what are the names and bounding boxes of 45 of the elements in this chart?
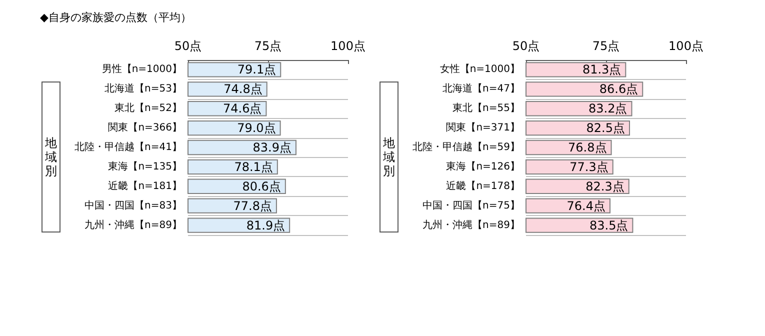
y-tick-label: 東北【n=55】 xyxy=(452,102,520,114)
y-tick-label: 北陸・甲信越【n=41】 xyxy=(74,141,182,153)
y-tick-label: 近畿【n=178】 xyxy=(446,180,520,192)
data-label: 83.9点 xyxy=(252,140,292,154)
y-tick-label: 中国・四国【n=83】 xyxy=(84,199,182,212)
data-label: 86.6点 xyxy=(599,82,638,96)
x-tick-label: 75点 xyxy=(254,39,282,53)
x-tick-label: 50点 xyxy=(174,39,202,53)
data-label: 74.6点 xyxy=(223,102,262,116)
data-label: 82.5点 xyxy=(586,121,625,136)
y-tick-label: 関東【n=371】 xyxy=(446,122,520,134)
y-tick-label: 東海【n=135】 xyxy=(108,160,182,172)
y-tick-label: 関東【n=366】 xyxy=(108,122,182,134)
data-label: 79.0点 xyxy=(237,121,276,136)
data-label: 77.8点 xyxy=(233,198,272,213)
text: 地域別 xyxy=(44,136,57,178)
text: 地域別 xyxy=(382,136,395,178)
data-label: 74.8点 xyxy=(224,82,262,96)
data-label: 81.9点 xyxy=(246,218,286,232)
data-label: 82.3点 xyxy=(586,179,624,194)
y-tick-label: 北陸・甲信越【n=59】 xyxy=(412,141,520,153)
data-label: 83.5点 xyxy=(589,218,628,232)
x-tick-label: 100点 xyxy=(330,39,366,53)
y-tick-label: 東北【n=52】 xyxy=(114,102,182,114)
y-tick-label: 北海道【n=53】 xyxy=(104,82,182,95)
data-label: 80.6点 xyxy=(242,179,281,194)
y-tick-label: 九州・沖縄【n=89】 xyxy=(84,218,182,231)
x-tick-label: 50点 xyxy=(512,39,540,53)
data-label: 81.3点 xyxy=(582,62,622,77)
x-tick-label: 75点 xyxy=(592,39,620,53)
data-label: 83.2点 xyxy=(588,102,628,116)
data-label: 76.8点 xyxy=(568,140,607,154)
chart-title: ◆自身の家族愛の点数（平均） xyxy=(40,11,192,24)
data-label: 79.1点 xyxy=(237,62,276,77)
y-tick-label: 男性【n=1000】 xyxy=(102,63,182,76)
y-tick-label: 中国・四国【n=75】 xyxy=(422,199,520,212)
data-label: 76.4点 xyxy=(566,198,606,213)
y-tick-label: 東海【n=126】 xyxy=(446,160,520,172)
data-label: 77.3点 xyxy=(570,160,608,174)
y-tick-label: 女性【n=1000】 xyxy=(440,63,520,76)
x-tick-label: 100点 xyxy=(668,39,704,53)
data-label: 78.1点 xyxy=(234,160,273,174)
y-tick-label: 北海道【n=47】 xyxy=(442,82,520,95)
y-tick-label: 近畿【n=181】 xyxy=(108,180,182,192)
y-tick-label: 九州・沖縄【n=89】 xyxy=(422,218,520,231)
